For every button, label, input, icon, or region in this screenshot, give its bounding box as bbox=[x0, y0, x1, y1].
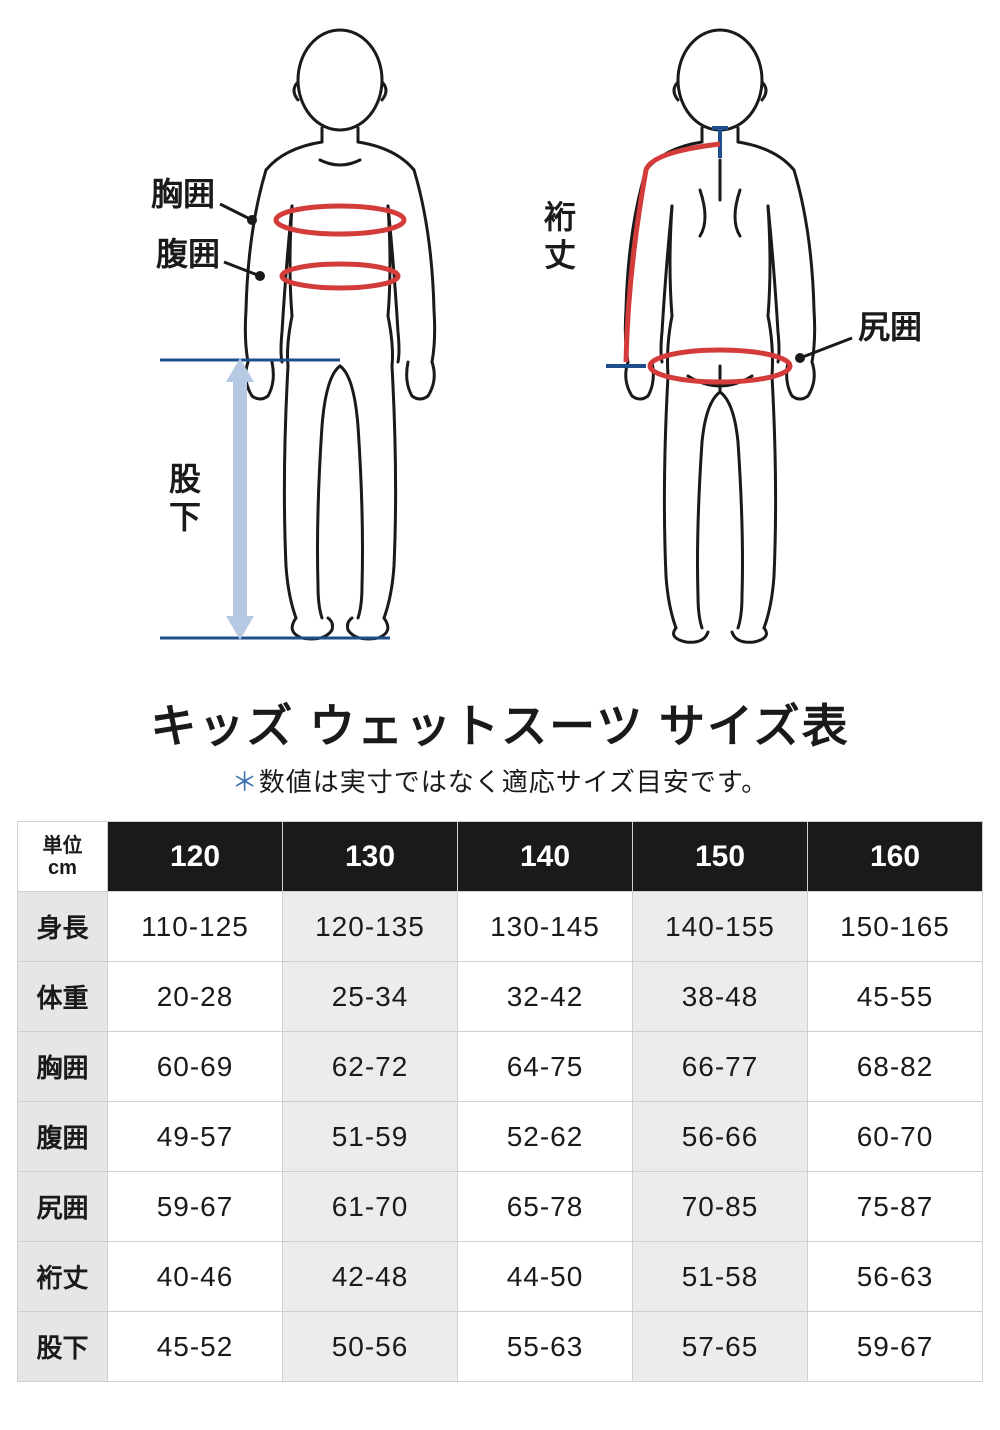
data-cell: 65-78 bbox=[458, 1172, 633, 1242]
unit-bottom: cm bbox=[18, 857, 107, 879]
data-cell: 51-59 bbox=[283, 1102, 458, 1172]
data-cell: 44-50 bbox=[458, 1242, 633, 1312]
row-label: 尻囲 bbox=[18, 1172, 108, 1242]
row-label: 身長 bbox=[18, 892, 108, 962]
data-cell: 64-75 bbox=[458, 1032, 633, 1102]
body-figures-svg: 胸囲 腹囲 股 下 bbox=[20, 20, 980, 660]
table-row: 身長110-125120-135130-145140-155150-165 bbox=[18, 892, 983, 962]
data-cell: 61-70 bbox=[283, 1172, 458, 1242]
table-row: 裄丈40-4642-4844-5051-5856-63 bbox=[18, 1242, 983, 1312]
data-cell: 130-145 bbox=[458, 892, 633, 962]
data-cell: 150-165 bbox=[808, 892, 983, 962]
data-cell: 59-67 bbox=[808, 1312, 983, 1382]
subtitle-text: 数値は実寸ではなく適応サイズ目安です。 bbox=[259, 767, 769, 797]
subtitle: ＊数値は実寸ではなく適応サイズ目安です。 bbox=[16, 762, 984, 799]
size-table: 単位 cm 120 130 140 150 160 身長110-125120-1… bbox=[17, 821, 983, 1382]
col-header: 120 bbox=[108, 822, 283, 892]
label-chest: 胸囲 bbox=[151, 176, 215, 212]
measurement-diagram: 胸囲 腹囲 股 下 bbox=[16, 20, 984, 660]
label-hip: 尻囲 bbox=[858, 309, 922, 345]
data-cell: 51-58 bbox=[633, 1242, 808, 1312]
table-row: 尻囲59-6761-7065-7870-8575-87 bbox=[18, 1172, 983, 1242]
data-cell: 59-67 bbox=[108, 1172, 283, 1242]
data-cell: 56-66 bbox=[633, 1102, 808, 1172]
table-header-row: 単位 cm 120 130 140 150 160 bbox=[18, 822, 983, 892]
asterisk-icon: ＊ bbox=[232, 767, 259, 797]
row-label: 股下 bbox=[18, 1312, 108, 1382]
waist-measure bbox=[224, 262, 398, 288]
row-label: 裄丈 bbox=[18, 1242, 108, 1312]
data-cell: 42-48 bbox=[283, 1242, 458, 1312]
row-label: 体重 bbox=[18, 962, 108, 1032]
data-cell: 25-34 bbox=[283, 962, 458, 1032]
row-label: 胸囲 bbox=[18, 1032, 108, 1102]
row-label: 腹囲 bbox=[18, 1102, 108, 1172]
unit-top: 単位 bbox=[18, 835, 107, 857]
table-row: 腹囲49-5751-5952-6256-6660-70 bbox=[18, 1102, 983, 1172]
data-cell: 120-135 bbox=[283, 892, 458, 962]
label-sleeve-2: 丈 bbox=[544, 237, 576, 273]
page: 胸囲 腹囲 股 下 bbox=[0, 0, 1000, 1382]
page-title: キッズ ウェットスーツ サイズ表 bbox=[16, 690, 984, 756]
data-cell: 50-56 bbox=[283, 1312, 458, 1382]
data-cell: 70-85 bbox=[633, 1172, 808, 1242]
col-header: 140 bbox=[458, 822, 633, 892]
data-cell: 56-63 bbox=[808, 1242, 983, 1312]
label-inseam-2: 下 bbox=[169, 499, 201, 535]
table-row: 体重20-2825-3432-4238-4845-55 bbox=[18, 962, 983, 1032]
data-cell: 52-62 bbox=[458, 1102, 633, 1172]
table-row: 胸囲60-6962-7264-7566-7768-82 bbox=[18, 1032, 983, 1102]
data-cell: 66-77 bbox=[633, 1032, 808, 1102]
title-block: キッズ ウェットスーツ サイズ表 ＊数値は実寸ではなく適応サイズ目安です。 bbox=[16, 690, 984, 799]
data-cell: 75-87 bbox=[808, 1172, 983, 1242]
data-cell: 110-125 bbox=[108, 892, 283, 962]
figure-front bbox=[245, 30, 434, 639]
col-header: 150 bbox=[633, 822, 808, 892]
table-body: 身長110-125120-135130-145140-155150-165体重2… bbox=[18, 892, 983, 1382]
data-cell: 140-155 bbox=[633, 892, 808, 962]
data-cell: 57-65 bbox=[633, 1312, 808, 1382]
data-cell: 45-52 bbox=[108, 1312, 283, 1382]
table-row: 股下45-5250-5655-6357-6559-67 bbox=[18, 1312, 983, 1382]
data-cell: 32-42 bbox=[458, 962, 633, 1032]
data-cell: 40-46 bbox=[108, 1242, 283, 1312]
chest-measure bbox=[220, 204, 404, 234]
data-cell: 68-82 bbox=[808, 1032, 983, 1102]
label-inseam-1: 股 bbox=[169, 461, 201, 497]
col-header: 130 bbox=[283, 822, 458, 892]
data-cell: 62-72 bbox=[283, 1032, 458, 1102]
label-waist: 腹囲 bbox=[156, 236, 220, 272]
data-cell: 45-55 bbox=[808, 962, 983, 1032]
data-cell: 38-48 bbox=[633, 962, 808, 1032]
data-cell: 60-70 bbox=[808, 1102, 983, 1172]
data-cell: 49-57 bbox=[108, 1102, 283, 1172]
unit-cell: 単位 cm bbox=[18, 822, 108, 892]
col-header: 160 bbox=[808, 822, 983, 892]
data-cell: 55-63 bbox=[458, 1312, 633, 1382]
label-sleeve-1: 裄 bbox=[544, 199, 576, 235]
figure-back bbox=[625, 30, 814, 642]
data-cell: 60-69 bbox=[108, 1032, 283, 1102]
data-cell: 20-28 bbox=[108, 962, 283, 1032]
